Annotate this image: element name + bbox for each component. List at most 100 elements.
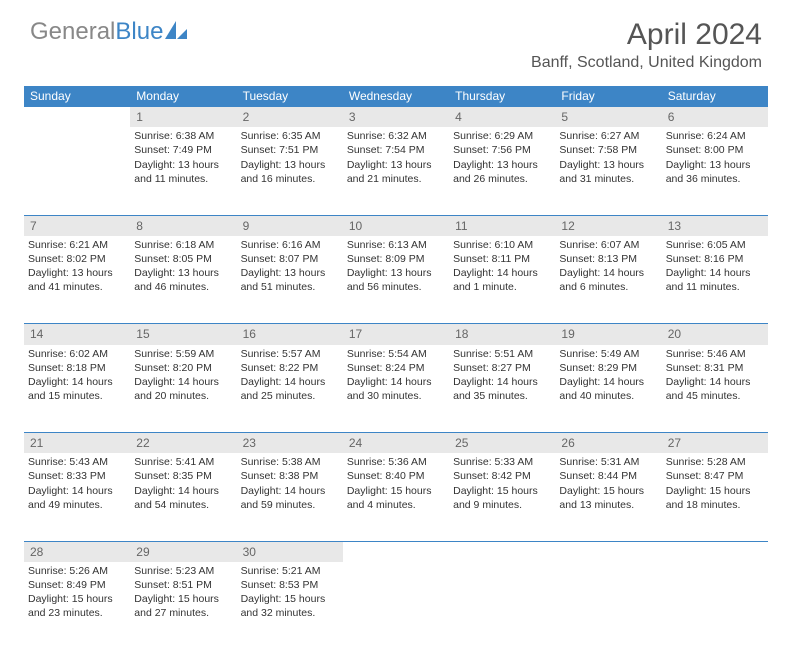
day-cell: Sunrise: 5:46 AMSunset: 8:31 PMDaylight:… — [662, 345, 768, 433]
day-cell-line: Daylight: 13 hours — [666, 158, 764, 172]
day-number: 4 — [449, 107, 555, 128]
day-number — [449, 541, 555, 562]
day-cell-line: Sunrise: 6:10 AM — [453, 238, 551, 252]
day-cell-line: Daylight: 14 hours — [559, 266, 657, 280]
day-cell-line: Sunrise: 6:29 AM — [453, 129, 551, 143]
day-cell-line: Sunrise: 5:51 AM — [453, 347, 551, 361]
day-cell-line: Sunrise: 6:24 AM — [666, 129, 764, 143]
day-cell-line: Sunrise: 5:54 AM — [347, 347, 445, 361]
day-cell: Sunrise: 5:28 AMSunset: 8:47 PMDaylight:… — [662, 453, 768, 541]
day-number: 16 — [237, 324, 343, 345]
day-cell-line: Sunset: 7:58 PM — [559, 143, 657, 157]
day-cell-line: Sunset: 8:07 PM — [241, 252, 339, 266]
day-number — [555, 541, 661, 562]
day-cell-line: Daylight: 15 hours — [134, 592, 232, 606]
day-cell-line: and 13 minutes. — [559, 498, 657, 512]
day-number: 12 — [555, 215, 661, 236]
day-cell-line: and 54 minutes. — [134, 498, 232, 512]
day-number: 2 — [237, 107, 343, 128]
day-header: Sunday — [24, 86, 130, 107]
logo-sail-icon — [165, 21, 187, 39]
day-cell-line: Daylight: 15 hours — [666, 484, 764, 498]
day-cell-line: Sunset: 7:54 PM — [347, 143, 445, 157]
day-cell-line: Sunrise: 5:23 AM — [134, 564, 232, 578]
day-cell: Sunrise: 5:49 AMSunset: 8:29 PMDaylight:… — [555, 345, 661, 433]
day-cell: Sunrise: 6:02 AMSunset: 8:18 PMDaylight:… — [24, 345, 130, 433]
day-cell: Sunrise: 5:43 AMSunset: 8:33 PMDaylight:… — [24, 453, 130, 541]
day-cell-line: Sunset: 8:38 PM — [241, 469, 339, 483]
day-cell: Sunrise: 6:18 AMSunset: 8:05 PMDaylight:… — [130, 236, 236, 324]
day-cell-line: Sunset: 8:09 PM — [347, 252, 445, 266]
day-cell: Sunrise: 6:29 AMSunset: 7:56 PMDaylight:… — [449, 127, 555, 215]
day-cell-line: Sunset: 8:20 PM — [134, 361, 232, 375]
day-cell-line: and 25 minutes. — [241, 389, 339, 403]
day-header: Thursday — [449, 86, 555, 107]
day-number: 26 — [555, 433, 661, 454]
day-cell-line: Sunset: 8:18 PM — [28, 361, 126, 375]
day-cell-line: Sunset: 7:49 PM — [134, 143, 232, 157]
day-header: Monday — [130, 86, 236, 107]
day-number — [662, 541, 768, 562]
day-cell-line: and 30 minutes. — [347, 389, 445, 403]
day-cell-line: Daylight: 13 hours — [347, 158, 445, 172]
day-content-row: Sunrise: 5:26 AMSunset: 8:49 PMDaylight:… — [24, 562, 768, 650]
day-cell: Sunrise: 5:59 AMSunset: 8:20 PMDaylight:… — [130, 345, 236, 433]
day-cell — [449, 562, 555, 650]
day-number: 13 — [662, 215, 768, 236]
logo-text-gray: General — [30, 18, 115, 46]
day-cell-line: Sunset: 8:33 PM — [28, 469, 126, 483]
day-cell-line: Sunrise: 5:49 AM — [559, 347, 657, 361]
day-cell-line: Sunset: 8:49 PM — [28, 578, 126, 592]
day-number: 6 — [662, 107, 768, 128]
day-cell-line: Sunset: 8:16 PM — [666, 252, 764, 266]
day-number-row: 21222324252627 — [24, 433, 768, 454]
day-cell-line: Daylight: 14 hours — [28, 375, 126, 389]
day-number-row: 123456 — [24, 107, 768, 128]
day-cell: Sunrise: 5:38 AMSunset: 8:38 PMDaylight:… — [237, 453, 343, 541]
day-cell-line: Sunset: 8:35 PM — [134, 469, 232, 483]
day-cell-line: and 46 minutes. — [134, 280, 232, 294]
day-cell-line: Daylight: 14 hours — [28, 484, 126, 498]
day-cell-line: Sunset: 7:51 PM — [241, 143, 339, 157]
day-cell: Sunrise: 6:10 AMSunset: 8:11 PMDaylight:… — [449, 236, 555, 324]
day-number: 11 — [449, 215, 555, 236]
day-cell — [555, 562, 661, 650]
day-cell-line: Daylight: 14 hours — [347, 375, 445, 389]
day-cell-line: Daylight: 14 hours — [241, 484, 339, 498]
day-number: 22 — [130, 433, 236, 454]
day-number-row: 282930 — [24, 541, 768, 562]
day-cell-line: and 32 minutes. — [241, 606, 339, 620]
day-header: Wednesday — [343, 86, 449, 107]
day-cell: Sunrise: 6:35 AMSunset: 7:51 PMDaylight:… — [237, 127, 343, 215]
day-number: 10 — [343, 215, 449, 236]
day-content-row: Sunrise: 6:21 AMSunset: 8:02 PMDaylight:… — [24, 236, 768, 324]
day-cell: Sunrise: 5:31 AMSunset: 8:44 PMDaylight:… — [555, 453, 661, 541]
day-cell — [662, 562, 768, 650]
day-cell-line: and 40 minutes. — [559, 389, 657, 403]
day-cell-line: Sunrise: 6:18 AM — [134, 238, 232, 252]
day-cell-line: Daylight: 14 hours — [241, 375, 339, 389]
day-cell-line: Daylight: 13 hours — [241, 158, 339, 172]
day-cell-line: Daylight: 13 hours — [453, 158, 551, 172]
day-cell-line: Sunset: 8:44 PM — [559, 469, 657, 483]
day-cell-line: Sunrise: 6:35 AM — [241, 129, 339, 143]
day-cell: Sunrise: 5:57 AMSunset: 8:22 PMDaylight:… — [237, 345, 343, 433]
day-cell: Sunrise: 6:05 AMSunset: 8:16 PMDaylight:… — [662, 236, 768, 324]
day-number: 3 — [343, 107, 449, 128]
day-cell-line: Sunset: 8:27 PM — [453, 361, 551, 375]
day-cell: Sunrise: 6:13 AMSunset: 8:09 PMDaylight:… — [343, 236, 449, 324]
day-cell-line: Sunrise: 6:32 AM — [347, 129, 445, 143]
day-number: 18 — [449, 324, 555, 345]
day-cell-line: Daylight: 14 hours — [453, 266, 551, 280]
day-cell-line: Daylight: 14 hours — [453, 375, 551, 389]
day-cell-line: Sunrise: 5:41 AM — [134, 455, 232, 469]
day-number: 23 — [237, 433, 343, 454]
day-cell — [343, 562, 449, 650]
day-cell-line: Sunset: 8:42 PM — [453, 469, 551, 483]
day-cell-line: Sunrise: 6:21 AM — [28, 238, 126, 252]
day-cell-line: Sunset: 8:47 PM — [666, 469, 764, 483]
day-cell-line: Daylight: 15 hours — [28, 592, 126, 606]
day-cell-line: Sunset: 8:22 PM — [241, 361, 339, 375]
day-number: 9 — [237, 215, 343, 236]
page-header: GeneralBlue April 2024 Banff, Scotland, … — [0, 0, 792, 80]
